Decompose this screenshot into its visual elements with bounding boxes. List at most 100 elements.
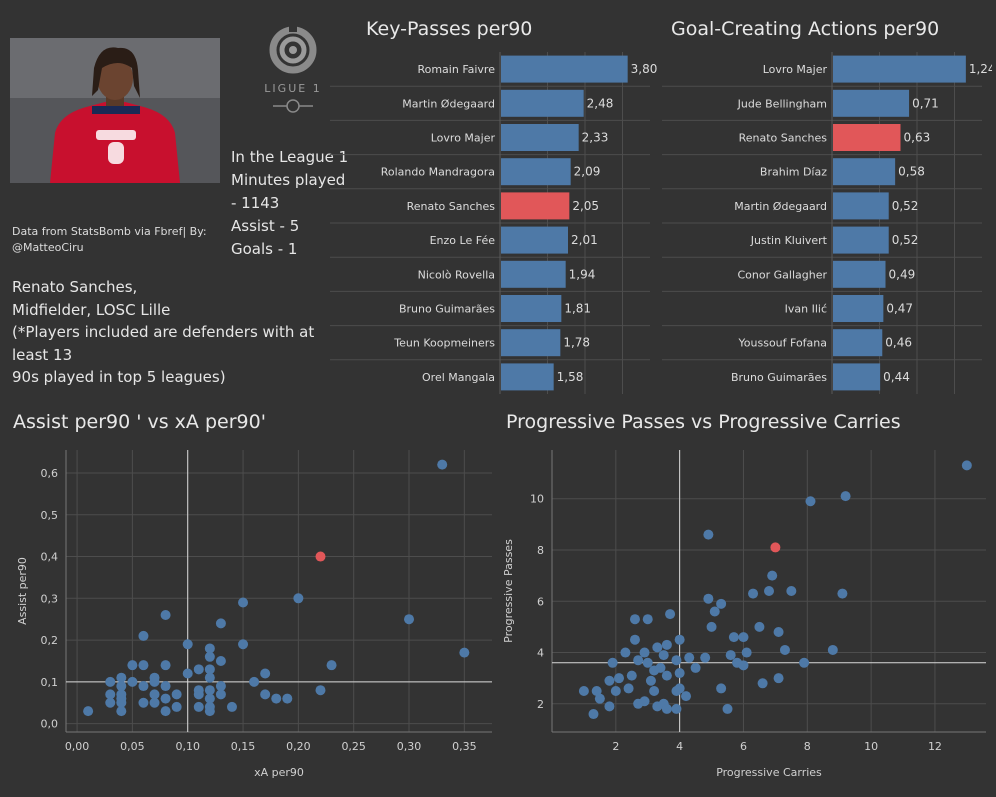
scatter-point: [767, 570, 778, 581]
value-label: 0,58: [898, 165, 925, 179]
scatter-point: [105, 697, 116, 708]
y-axis-label: Progressive Passes: [502, 539, 515, 643]
bar: [833, 260, 886, 288]
scatter-point: [674, 668, 685, 679]
value-label: 2,33: [582, 131, 609, 145]
y-tick-label: 0,2: [41, 634, 59, 647]
scatter-point: [827, 644, 838, 655]
scatter-point: [204, 706, 215, 717]
scatter-point: [748, 588, 759, 599]
category-label: Renato Sanches: [739, 132, 828, 145]
scatter-point: [182, 639, 193, 650]
data-credit: Data from StatsBomb via Fbref| By: @Matt…: [12, 225, 207, 254]
gca-chart: Lovro Majer 1,24 Jude Bellingham 0,71 Renato…: [662, 52, 992, 394]
player-illustration: [10, 38, 220, 183]
scatter-point: [610, 685, 621, 696]
scatter-point: [149, 697, 160, 708]
scatter-point: [652, 642, 663, 653]
scatter-point: [171, 701, 182, 712]
highlight-point: [315, 551, 326, 562]
player-stats: In the League 1 Minutes played - 1143 As…: [231, 146, 348, 261]
y-tick-label: 0,1: [41, 676, 59, 689]
scatter-point: [604, 675, 615, 686]
scatter-point: [738, 632, 749, 643]
category-label: Orel Mangala: [422, 371, 495, 384]
prog-scatter: 2 4 6 8 10 12 2 4 6 8 10 Progressive Carries Progres…: [502, 450, 986, 779]
value-label: 1,24: [969, 62, 992, 76]
y-tick-label: 0,5: [41, 509, 59, 522]
scatter-point: [182, 668, 193, 679]
value-label: 0,63: [904, 131, 931, 145]
x-axis-label: Progressive Carries: [716, 766, 822, 779]
scatter-point: [127, 676, 138, 687]
bar: [833, 329, 883, 357]
category-label: Teun Koopmeiners: [393, 337, 495, 350]
scatter-point: [138, 697, 149, 708]
scatter-point: [215, 618, 226, 629]
value-label: 3,80: [631, 62, 658, 76]
category-label: Ivan Ilić: [785, 303, 827, 316]
category-label: Lovro Majer: [763, 63, 828, 76]
x-tick-label: 8: [804, 740, 811, 753]
scatter-point: [658, 650, 669, 661]
scatter-point: [260, 668, 271, 679]
x-tick-label: 0,00: [65, 740, 90, 753]
scatter-point: [840, 491, 851, 502]
scatter-point: [160, 706, 171, 717]
bar: [833, 295, 884, 322]
scatter-point: [315, 685, 326, 696]
scatter-point: [633, 698, 644, 709]
scatter-point: [649, 685, 660, 696]
scatter-point: [799, 657, 810, 668]
scatter-point: [716, 683, 727, 694]
stats-line: Minutes played: [231, 171, 346, 189]
scatter-point: [105, 689, 116, 700]
scatter-point: [728, 632, 739, 643]
stats-line: - 1143: [231, 194, 280, 212]
ligue1-logo-icon: LIGUE 1: [264, 24, 320, 113]
stats-line: Assist - 5: [231, 217, 300, 235]
scatter-point: [171, 689, 182, 700]
scatter-point: [138, 660, 149, 671]
scatter-point: [703, 529, 714, 540]
value-label: 0,47: [886, 302, 913, 316]
scatter-point: [709, 606, 720, 617]
scatter-point: [764, 586, 774, 596]
scatter-point: [604, 701, 615, 712]
scatter-point: [741, 647, 752, 658]
value-label: 0,71: [912, 96, 939, 110]
scatter-point: [786, 586, 797, 596]
scatter-point: [271, 693, 282, 704]
scatter-point: [116, 697, 127, 708]
y-tick-label: 0,3: [41, 592, 59, 605]
scatter-point: [623, 683, 634, 694]
scatter-point: [674, 634, 685, 645]
scatter-point: [773, 673, 784, 684]
value-label: 1,94: [569, 267, 596, 281]
y-tick-label: 0,0: [41, 718, 59, 731]
x-axis-label: xA per90: [254, 766, 304, 779]
scatter-point: [160, 660, 171, 671]
scatter-point: [594, 693, 605, 704]
key-passes-chart: Romain Faivre 3,80 Martin Ødegaard 2,48 Lovr…: [330, 52, 658, 394]
description-line: Midfielder, LOSC Lille: [12, 300, 171, 319]
scatter-point: [238, 597, 249, 608]
value-label: 0,44: [883, 370, 910, 384]
description-line: Renato Sanches,: [12, 278, 138, 296]
scatter-point: [105, 676, 116, 687]
scatter-point: [459, 647, 470, 658]
scatter-point: [160, 681, 171, 692]
scatter-point: [215, 689, 226, 700]
scatter-point: [204, 672, 215, 683]
scatter-point: [204, 651, 215, 662]
scatter-point: [193, 689, 204, 700]
category-label: Rolando Mandragora: [381, 166, 495, 179]
scatter-point: [773, 627, 784, 638]
x-tick-label: 4: [676, 740, 683, 753]
scatter-point: [249, 676, 260, 687]
bar: [501, 363, 554, 391]
scatter-point: [226, 701, 237, 712]
scatter-point: [215, 655, 226, 666]
scatter-point: [961, 460, 972, 471]
scatter-point: [645, 675, 656, 686]
